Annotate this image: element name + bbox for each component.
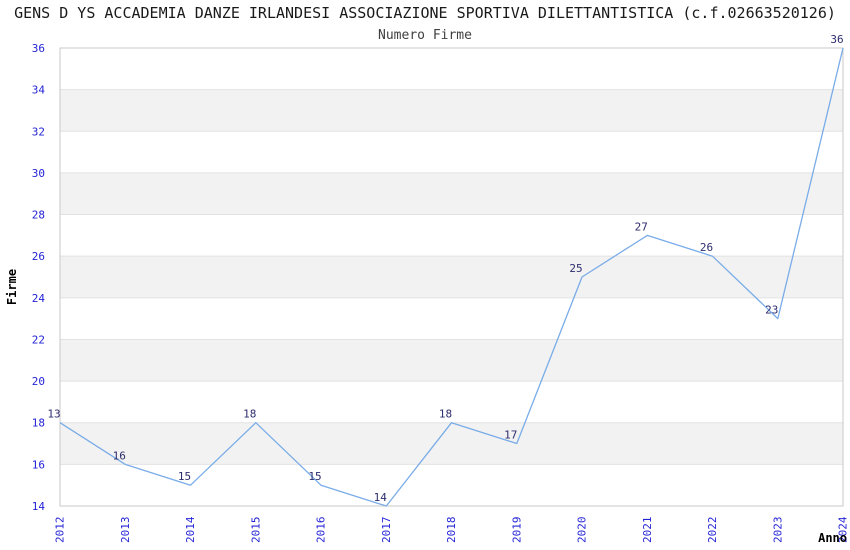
plot-band: [60, 339, 843, 382]
data-point-label: 18: [243, 408, 256, 421]
y-tick-label: 26: [32, 250, 45, 263]
y-tick-label: 36: [32, 42, 45, 55]
data-point-label: 16: [113, 449, 126, 462]
x-tick-label: 2018: [445, 517, 458, 544]
x-tick-label: 2024: [837, 516, 850, 543]
y-tick-label: 32: [32, 125, 45, 138]
data-point-label: 18: [439, 408, 452, 421]
plot-band: [60, 381, 843, 423]
page-title: GENS D YS ACCADEMIA DANZE IRLANDESI ASSO…: [14, 4, 836, 22]
y-tick-label: 24: [32, 292, 46, 305]
y-axis-title: Firme: [5, 269, 19, 305]
data-point-label: 27: [635, 220, 648, 233]
data-point-label: 14: [374, 491, 388, 504]
x-tick-label: 2012: [54, 517, 67, 544]
y-tick-label: 16: [32, 458, 45, 471]
data-point-label: 26: [700, 241, 713, 254]
x-axis-title: Anno: [818, 531, 847, 545]
plot-band: [60, 256, 843, 298]
plot-band: [60, 214, 843, 257]
y-tick-label: 20: [32, 375, 45, 388]
x-tick-label: 2021: [641, 517, 654, 544]
plot-band: [60, 172, 843, 215]
y-tick-label: 28: [32, 209, 45, 222]
data-point-label: 23: [765, 304, 778, 317]
x-tick-label: 2016: [315, 517, 328, 544]
data-point-label: 13: [47, 408, 60, 421]
data-point-label: 15: [308, 470, 321, 483]
y-tick-label: 34: [32, 84, 46, 97]
x-tick-label: 2022: [706, 517, 719, 544]
plot-band: [60, 48, 843, 90]
series-line: [59, 47, 844, 507]
plot-frame: [59, 47, 844, 507]
y-tick-label: 14: [32, 500, 46, 513]
x-tick-label: 2020: [576, 517, 589, 544]
plot-band: [60, 89, 843, 132]
data-point-label: 25: [569, 262, 582, 275]
data-point-label: 17: [504, 429, 517, 442]
plot-band: [60, 297, 843, 340]
y-tick-label: 22: [32, 333, 45, 346]
data-point-label: 15: [178, 470, 191, 483]
x-tick-label: 2023: [771, 517, 784, 544]
x-tick-label: 2017: [380, 517, 393, 544]
y-tick-label: 30: [32, 167, 45, 180]
plot-band: [60, 422, 843, 465]
chart-subtitle: Numero Firme: [378, 28, 472, 43]
x-tick-label: 2014: [184, 516, 197, 543]
x-tick-label: 2019: [510, 517, 523, 544]
x-tick-label: 2013: [119, 517, 132, 544]
plot-band: [60, 131, 843, 173]
x-tick-label: 2015: [249, 517, 262, 544]
y-tick-label: 18: [32, 417, 45, 430]
data-point-label: 36: [830, 33, 843, 46]
